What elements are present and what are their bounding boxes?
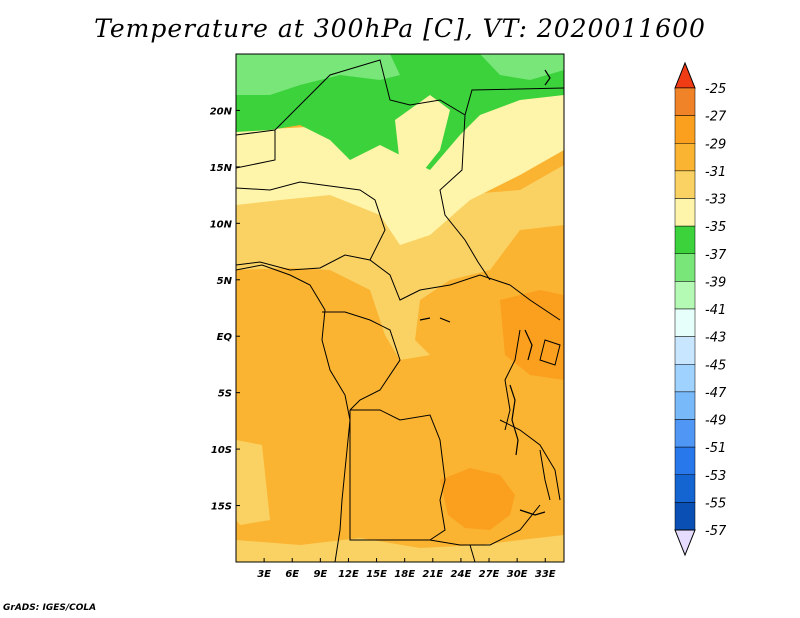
lon-tick-label: 18E xyxy=(394,569,415,580)
colorbar-swatch xyxy=(674,336,696,365)
lon-tick-label: 27E xyxy=(479,569,500,580)
colorbar-label: -29 xyxy=(705,137,726,152)
colorbar-label: -45 xyxy=(705,358,726,373)
colorbar-label: -37 xyxy=(705,248,727,263)
coastline xyxy=(235,264,351,563)
colorbar-label: -25 xyxy=(705,82,726,97)
map-frame xyxy=(235,53,565,563)
lat-tick-label: 10N xyxy=(210,219,233,230)
colorbar-label: -31 xyxy=(705,165,726,180)
chart-title: Temperature at 300hPa [C], VT: 202001160… xyxy=(94,14,706,43)
colorbar-swatch xyxy=(674,115,696,144)
field-mid-band xyxy=(236,165,564,360)
colorbar-label: -57 xyxy=(705,524,727,539)
colorbar-swatch xyxy=(674,502,696,531)
colorbar-label: -47 xyxy=(705,386,727,401)
country-borders xyxy=(235,59,565,563)
colorbar-label: -55 xyxy=(705,496,726,511)
lon-tick-label: 6E xyxy=(285,569,299,580)
colorbar-swatch xyxy=(674,446,696,475)
colorbar-label: -51 xyxy=(705,441,726,456)
field-pale-tongue xyxy=(395,95,450,175)
map-panel: 20N 15N 10N 5N EQ 5S 10S 15S 3E 6E 9E 12E 15E 18E 21E… xyxy=(210,53,565,580)
colorbar-label: -39 xyxy=(705,275,726,290)
lakes xyxy=(419,69,551,516)
colorbar-swatch xyxy=(674,198,696,227)
lon-tick-label: 33E xyxy=(535,569,556,580)
field-lightgreen-band xyxy=(236,54,400,95)
colorbar-swatch xyxy=(674,391,696,420)
colorbar-swatch xyxy=(674,170,696,199)
field-lightgreen-east xyxy=(480,54,564,80)
lon-tick-label: 24E xyxy=(451,569,472,580)
credit-label: GrADS: IGES/COLA xyxy=(3,603,97,613)
colorbar-label: -53 xyxy=(705,469,726,484)
lon-tick-label: 9E xyxy=(313,569,327,580)
lon-tick-label: 30E xyxy=(507,569,528,580)
colorbar-bottom-arrow xyxy=(674,529,696,557)
lon-tick-label: 12E xyxy=(338,569,359,580)
lat-tick-label: 5N xyxy=(217,276,233,287)
field-west-strip xyxy=(236,440,270,525)
colorbar-label: -27 xyxy=(705,110,727,125)
lon-tick-label: 3E xyxy=(257,569,271,580)
lat-tick-label: 10S xyxy=(211,445,232,456)
lat-tick-label: 15S xyxy=(211,502,232,513)
lon-tick-label: 15E xyxy=(366,569,387,580)
lat-tick-label: 15N xyxy=(210,163,233,174)
colorbar-swatch xyxy=(674,419,696,448)
lat-tick-label: 5S xyxy=(218,389,232,400)
lat-tick-label: EQ xyxy=(217,332,233,343)
colorbar-swatch xyxy=(674,253,696,282)
lat-ticks: 20N 15N 10N 5N EQ 5S 10S 15S xyxy=(210,106,240,513)
colorbar-label: -43 xyxy=(705,331,726,346)
lon-tick-label: 21E xyxy=(422,569,443,580)
colorbar-label: -41 xyxy=(705,303,726,318)
colorbar-label: -49 xyxy=(705,414,726,429)
colorbar: -25 -27 -29 -31 -33 -35 -37 -39 -41 -43 -45 -47 -49 -… xyxy=(674,61,727,557)
lat-tick-label: 20N xyxy=(210,106,233,117)
colorbar-swatch xyxy=(674,225,696,254)
colorbar-swatch xyxy=(674,474,696,503)
colorbar-swatch xyxy=(674,87,696,116)
lon-ticks: 3E 6E 9E 12E 15E 18E 21E 24E 27E 30E 33E xyxy=(257,558,556,580)
colorbar-label: -35 xyxy=(705,220,726,235)
colorbar-swatch xyxy=(674,308,696,337)
colorbar-swatch xyxy=(674,281,696,310)
field-south-band xyxy=(236,535,564,562)
field-green-band xyxy=(236,54,564,170)
colorbar-swatch xyxy=(674,143,696,172)
colorbar-label: -33 xyxy=(705,193,726,208)
colorbar-top-arrow xyxy=(674,61,696,89)
field-warm-south xyxy=(440,468,515,530)
colorbar-swatch xyxy=(674,364,696,393)
